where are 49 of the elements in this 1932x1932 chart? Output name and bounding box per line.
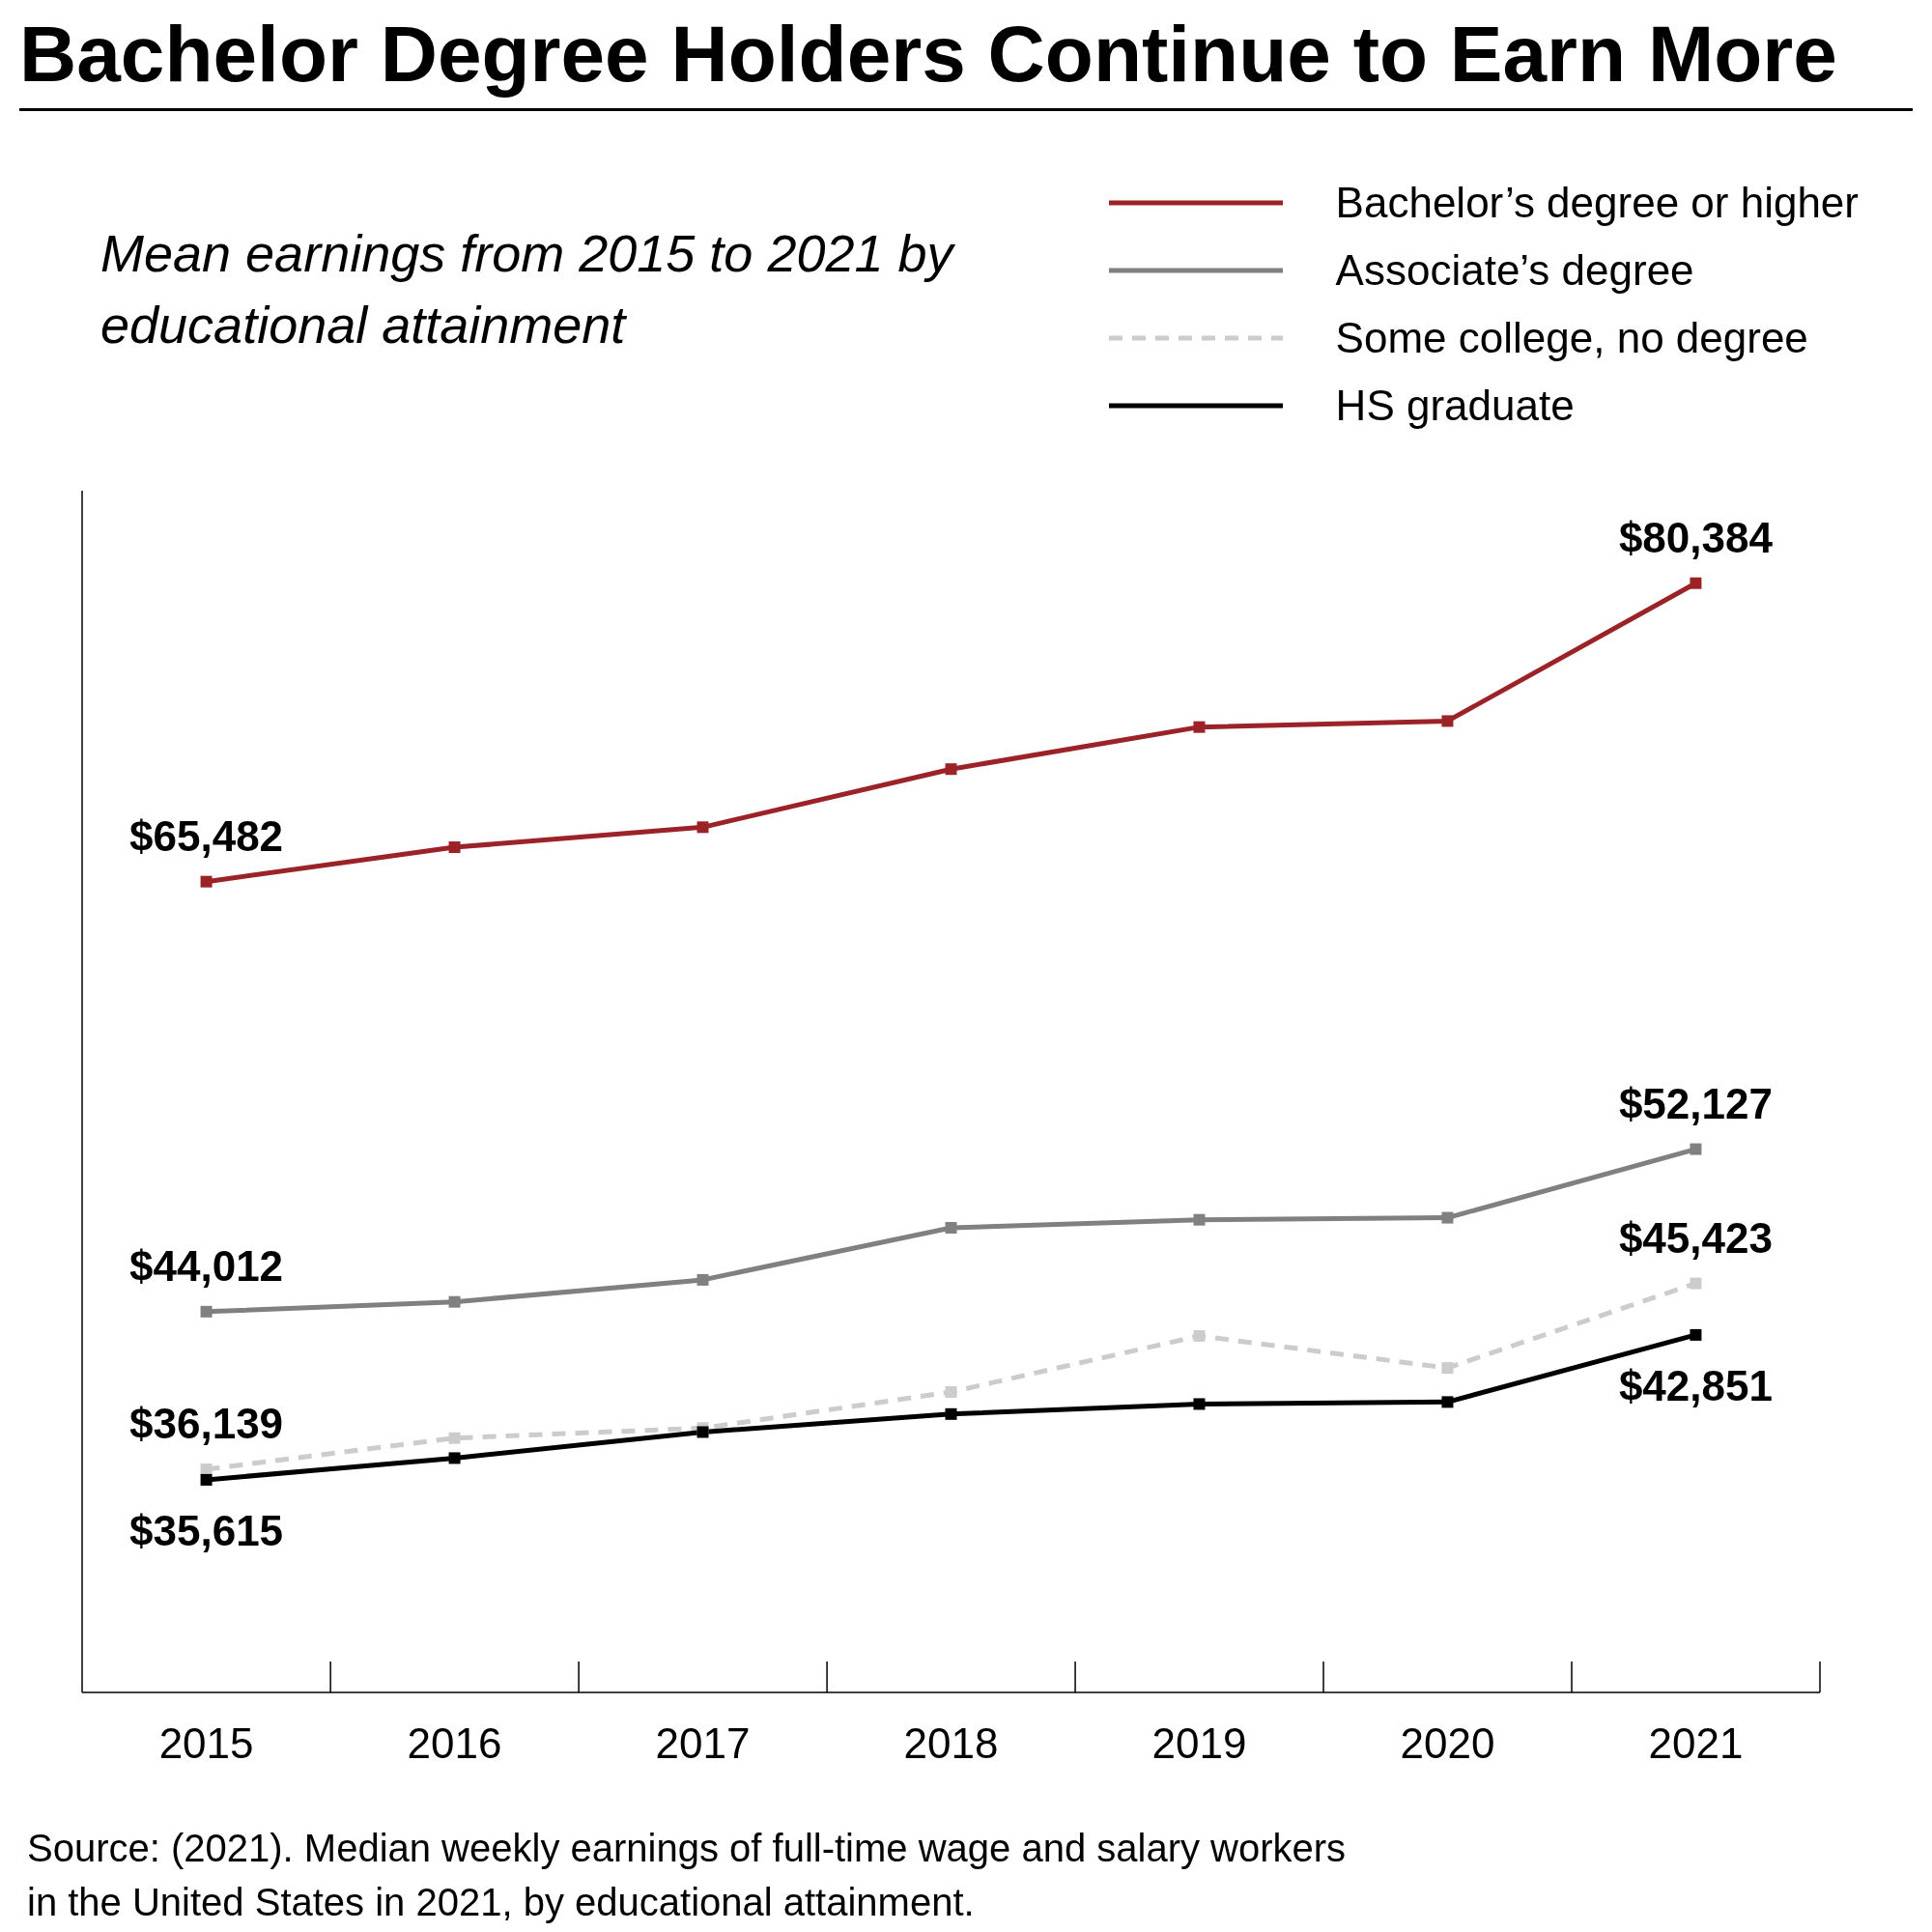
point — [200, 875, 213, 888]
x-tick-label: 2017 — [655, 1719, 751, 1767]
legend-label: HS graduate — [1335, 382, 1575, 430]
data-label: $45,423 — [1618, 1213, 1773, 1262]
point — [1441, 715, 1454, 727]
x-tick-label: 2015 — [158, 1719, 254, 1767]
data-label: $52,127 — [1618, 1079, 1773, 1127]
point — [1690, 1328, 1702, 1341]
source-note: Source: (2021). Median weekly earnings of full-time wage and salary workers in the United States in 2021, by educational attainment. — [27, 1826, 1348, 1925]
point — [200, 1305, 213, 1318]
point — [1690, 1143, 1702, 1155]
legend-label: Bachelor’s degree or higher — [1335, 179, 1859, 227]
x-tick-label: 2020 — [1400, 1719, 1495, 1767]
legend-label: Some college, no degree — [1335, 314, 1808, 362]
point — [696, 1273, 709, 1286]
data-label: $36,139 — [129, 1400, 284, 1448]
x-tick-label: 2021 — [1648, 1719, 1744, 1767]
point — [1441, 1362, 1454, 1375]
point — [1441, 1396, 1454, 1408]
data-label: $44,012 — [129, 1241, 284, 1290]
data-label: $42,851 — [1618, 1361, 1773, 1409]
data-label: $35,615 — [129, 1506, 284, 1554]
point — [200, 1473, 213, 1486]
point — [1441, 1211, 1454, 1224]
point — [1193, 1213, 1206, 1226]
point — [448, 1432, 461, 1444]
point — [696, 821, 709, 834]
point — [448, 841, 461, 854]
data-label: $65,482 — [129, 811, 284, 860]
point — [200, 1463, 213, 1476]
point — [1690, 1277, 1702, 1290]
point — [1193, 1329, 1206, 1342]
point — [945, 1407, 957, 1420]
legend-label: Associate’s degree — [1335, 246, 1694, 295]
point — [448, 1295, 461, 1308]
point — [696, 1426, 709, 1438]
x-tick-label: 2019 — [1151, 1719, 1247, 1767]
point — [945, 1386, 957, 1398]
point — [1193, 721, 1206, 733]
data-label: $80,384 — [1618, 513, 1774, 561]
point — [945, 763, 957, 776]
point — [1193, 1398, 1206, 1410]
chart-title: Bachelor Degree Holders Continue to Earn More — [19, 0, 1913, 111]
x-tick-label: 2016 — [407, 1719, 502, 1767]
chart-subtitle: Mean earnings from 2015 to 2021 by educational attainment — [100, 223, 956, 355]
point — [1690, 577, 1702, 589]
point — [448, 1452, 461, 1464]
point — [945, 1221, 957, 1234]
x-tick-label: 2018 — [903, 1719, 999, 1767]
